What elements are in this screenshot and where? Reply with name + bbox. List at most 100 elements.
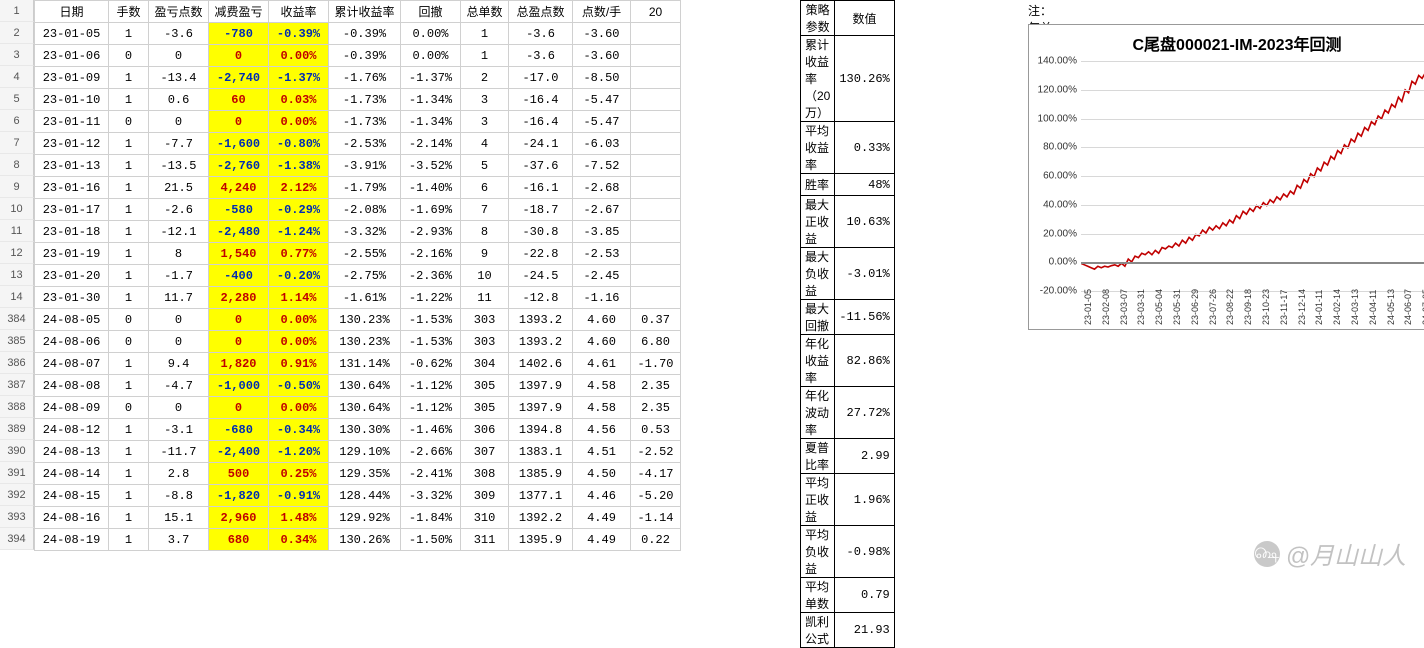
cell[interactable]: 130.30%	[329, 419, 401, 441]
cell[interactable]: 0	[149, 111, 209, 133]
cell[interactable]: -16.4	[509, 111, 573, 133]
row-header[interactable]: 14	[0, 286, 34, 308]
cell[interactable]: 129.92%	[329, 507, 401, 529]
cell[interactable]: 1.14%	[269, 287, 329, 309]
cell[interactable]: 1	[109, 463, 149, 485]
cell[interactable]: 21.5	[149, 177, 209, 199]
row-header[interactable]: 9	[0, 176, 34, 198]
cell[interactable]: 1	[109, 287, 149, 309]
cell[interactable]: -3.6	[509, 45, 573, 67]
cell[interactable]: 1	[109, 441, 149, 463]
cell[interactable]: -1,000	[209, 375, 269, 397]
param-value[interactable]: 130.26%	[835, 36, 894, 122]
cell[interactable]: 1393.2	[509, 309, 573, 331]
row-header[interactable]: 13	[0, 264, 34, 286]
cell[interactable]: 1	[109, 485, 149, 507]
cell[interactable]: 0.00%	[269, 45, 329, 67]
cell[interactable]: 308	[461, 463, 509, 485]
cell[interactable]: 9	[461, 243, 509, 265]
cell[interactable]: 24-08-09	[35, 397, 109, 419]
cell[interactable]: -18.7	[509, 199, 573, 221]
cell[interactable]: 2.8	[149, 463, 209, 485]
cell[interactable]: 0.03%	[269, 89, 329, 111]
cell[interactable]: 23-01-20	[35, 265, 109, 287]
cell[interactable]: -11.7	[149, 441, 209, 463]
cell[interactable]: 1395.9	[509, 529, 573, 551]
cell[interactable]: 24-08-05	[35, 309, 109, 331]
row-header[interactable]: 391	[0, 462, 34, 484]
cell[interactable]: -3.32%	[329, 221, 401, 243]
row-header[interactable]: 2	[0, 22, 34, 44]
cell[interactable]: 4.49	[573, 529, 631, 551]
cell[interactable]: 0.77%	[269, 243, 329, 265]
cell[interactable]	[631, 133, 681, 155]
cell[interactable]: -37.6	[509, 155, 573, 177]
cell[interactable]: -3.6	[509, 23, 573, 45]
row-header[interactable]: 392	[0, 484, 34, 506]
cell[interactable]: 310	[461, 507, 509, 529]
cell[interactable]: -3.60	[573, 45, 631, 67]
row-header[interactable]: 7	[0, 132, 34, 154]
cell[interactable]: 130.26%	[329, 529, 401, 551]
cell[interactable]: 0.00%	[401, 45, 461, 67]
cell[interactable]: 1	[109, 23, 149, 45]
cell[interactable]: -3.52%	[401, 155, 461, 177]
cell[interactable]: -1.16	[573, 287, 631, 309]
cell[interactable]: 1	[109, 353, 149, 375]
cell[interactable]: 0	[209, 331, 269, 353]
cell[interactable]: -3.32%	[401, 485, 461, 507]
cell[interactable]: -1.53%	[401, 331, 461, 353]
cell[interactable]: 0	[209, 397, 269, 419]
cell[interactable]: -2.45	[573, 265, 631, 287]
cell[interactable]: -1.50%	[401, 529, 461, 551]
cell[interactable]: 129.35%	[329, 463, 401, 485]
cell[interactable]: 306	[461, 419, 509, 441]
cell[interactable]: 1	[461, 23, 509, 45]
cell[interactable]: -17.0	[509, 67, 573, 89]
cell[interactable]: -1,820	[209, 485, 269, 507]
cell[interactable]: -2.52	[631, 441, 681, 463]
cell[interactable]: -24.1	[509, 133, 573, 155]
cell[interactable]	[631, 177, 681, 199]
cell[interactable]: 1397.9	[509, 397, 573, 419]
cell[interactable]: -16.1	[509, 177, 573, 199]
row-header[interactable]: 6	[0, 110, 34, 132]
cell[interactable]: 23-01-09	[35, 67, 109, 89]
cell[interactable]: -1.76%	[329, 67, 401, 89]
cell[interactable]: -12.8	[509, 287, 573, 309]
cell[interactable]: 4.58	[573, 397, 631, 419]
cell[interactable]: 4.51	[573, 441, 631, 463]
col-header[interactable]: 手数	[109, 1, 149, 23]
cell[interactable]: 23-01-16	[35, 177, 109, 199]
cell[interactable]: 3	[461, 111, 509, 133]
param-header[interactable]: 数值	[835, 1, 894, 36]
col-header[interactable]: 回撤	[401, 1, 461, 23]
cell[interactable]: 23-01-18	[35, 221, 109, 243]
cell[interactable]: -0.29%	[269, 199, 329, 221]
cell[interactable]: -24.5	[509, 265, 573, 287]
cell[interactable]: -3.1	[149, 419, 209, 441]
cell[interactable]: 23-01-30	[35, 287, 109, 309]
cell[interactable]: 23-01-12	[35, 133, 109, 155]
cell[interactable]: -4.17	[631, 463, 681, 485]
cell[interactable]: 60	[209, 89, 269, 111]
cell[interactable]	[631, 23, 681, 45]
cell[interactable]: 303	[461, 309, 509, 331]
row-header[interactable]: 393	[0, 506, 34, 528]
cell[interactable]: 4	[461, 133, 509, 155]
param-value[interactable]: 48%	[835, 174, 894, 196]
col-header[interactable]: 收益率	[269, 1, 329, 23]
param-key[interactable]: 最大回撤	[801, 300, 835, 335]
cell[interactable]: -1.34%	[401, 89, 461, 111]
cell[interactable]: 0	[149, 45, 209, 67]
cell[interactable]: 24-08-15	[35, 485, 109, 507]
cell[interactable]: 130.23%	[329, 309, 401, 331]
cell[interactable]: -3.85	[573, 221, 631, 243]
cell[interactable]: 130.23%	[329, 331, 401, 353]
param-key[interactable]: 夏普比率	[801, 439, 835, 474]
cell[interactable]: 11.7	[149, 287, 209, 309]
cell[interactable]: 6	[461, 177, 509, 199]
param-value[interactable]: 27.72%	[835, 387, 894, 439]
param-value[interactable]: 10.63%	[835, 196, 894, 248]
param-value[interactable]: -11.56%	[835, 300, 894, 335]
